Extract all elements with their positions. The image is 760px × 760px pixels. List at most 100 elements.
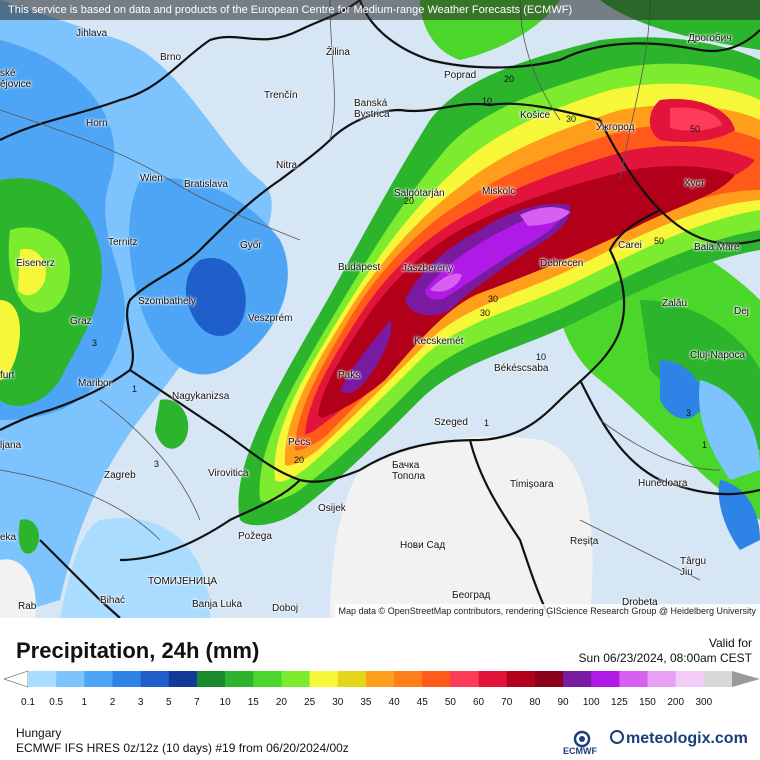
scale-tick-label: 1 [81,697,88,708]
contour-label: 30 [488,294,499,304]
scale-tick-label: 30 [332,697,344,708]
city-label: Salgótarján [394,188,445,199]
scale-swatch [28,671,57,687]
city-label: Carei [618,240,642,251]
city-label: Дрогобич [688,33,732,44]
contour-label: 50 [654,236,665,246]
city-label: Trenčín [264,90,298,101]
city-label: furt [0,370,15,381]
scale-swatch [675,671,705,687]
city-label: Osijek [318,503,346,514]
scale-swatch [450,671,480,687]
city-label: Žilina [326,47,350,58]
city-label: ТОМИЈЕНИЦА [148,576,218,587]
scale-swatch [394,671,423,687]
scale-tick-label: 100 [582,697,600,708]
meteologix-logo[interactable]: meteologix.com [610,730,748,748]
city-label: Zagreb [104,470,136,481]
city-label: Debrecen [540,258,584,269]
scale-tick-label: 20 [275,697,287,708]
city-label: Cluj-Napoca [690,350,746,361]
scale-tick-label: 150 [639,697,656,708]
city-label: Győr [240,240,262,251]
scale-tick-label: 0.5 [49,697,64,708]
contour-label: 20 [504,74,515,84]
scale-tick-label: 70 [501,697,513,708]
city-label: Szombathely [138,296,196,307]
scale-tick-label: 5 [166,697,172,708]
scale-swatch [309,671,339,687]
city-label: eka [0,532,17,543]
scale-tick-label: 45 [416,697,428,708]
city-label: Jihlava [76,28,108,39]
valid-time: Sun 06/23/2024, 08:00am CEST [578,651,752,665]
city-label: ské ějovice [0,68,32,90]
city-label: Нови Сад [400,540,446,551]
scale-tick-label: 25 [304,697,316,708]
scale-swatch [703,671,733,687]
city-label: Wien [140,173,163,184]
scale-swatch [647,671,677,687]
contour-label: 1 [484,418,490,428]
brand-text: meteologix.com [626,730,748,747]
city-label: Banská Bystrica [354,98,390,120]
city-label: Drobeta [622,597,658,608]
city-label: Baia Mare [694,242,740,253]
scale-tick-label: 80 [529,697,541,708]
city-label: Budapest [338,262,381,273]
scale-swatch [168,671,198,687]
scale-swatch [506,671,536,687]
city-label: Târgu Jiu [680,556,707,578]
scale-swatch [140,671,170,687]
city-label: Београд [452,590,491,601]
meteologix-logo-icon [610,730,624,744]
contour-label: 10 [536,352,547,362]
scale-swatch [281,671,311,687]
scale-tick-label: 300 [695,697,713,708]
contour-label: 30 [480,308,491,318]
city-label: Bihać [100,595,126,606]
scale-swatch [56,671,85,687]
scale-tick-label: 3 [137,697,144,708]
city-label: Ternitz [108,237,138,248]
city-label: Brno [160,52,182,63]
scale-swatch [112,671,142,687]
city-label: Jászberény [402,263,454,274]
city-label: Veszprém [248,313,293,324]
city-label: Szeged [434,417,468,428]
scale-swatch [534,671,564,687]
scale-swatch [84,671,113,687]
city-label: Nitra [276,160,298,171]
color-scale [4,670,760,688]
city-label: Hunedoara [638,478,688,489]
scale-tick-label: 125 [611,697,628,708]
city-label: Maribor [78,378,112,389]
legend-panel [0,618,760,760]
precipitation-map: This service is based on data and produc… [0,0,760,618]
map-attribution[interactable]: Map data © OpenStreetMap contributors, r… [334,604,760,618]
scale-tick-label: 7 [194,697,200,708]
scale-tick-label: 60 [472,697,485,708]
city-label: Doboj [272,603,299,614]
precip-field [0,0,760,618]
scale-tick-label: 35 [360,697,372,708]
scale-tick-label: 200 [667,697,685,708]
scale-tick-label: 40 [388,697,400,708]
contour-label: 1 [702,440,708,450]
city-label: Békéscsaba [494,363,549,374]
ecmwf-notice: This service is based on data and produc… [0,0,760,20]
city-label: Virovitica [208,468,249,479]
scale-swatch [478,671,508,687]
city-label: Ужгород [596,122,635,133]
ecmwf-logo-text: ECMWF [563,746,597,756]
city-label: Bratislava [184,179,228,190]
city-label: Dej [734,306,750,317]
contour-label: 10 [482,96,493,106]
city-label: Miskolc [482,186,516,197]
scale-swatch [337,671,367,687]
city-label: Бачка Топола [392,460,426,482]
city-label: Poprad [444,70,477,81]
scale-tick-label: 90 [557,697,569,708]
scale-tick-label: 50 [444,697,456,708]
contour-label: 50 [690,124,701,134]
